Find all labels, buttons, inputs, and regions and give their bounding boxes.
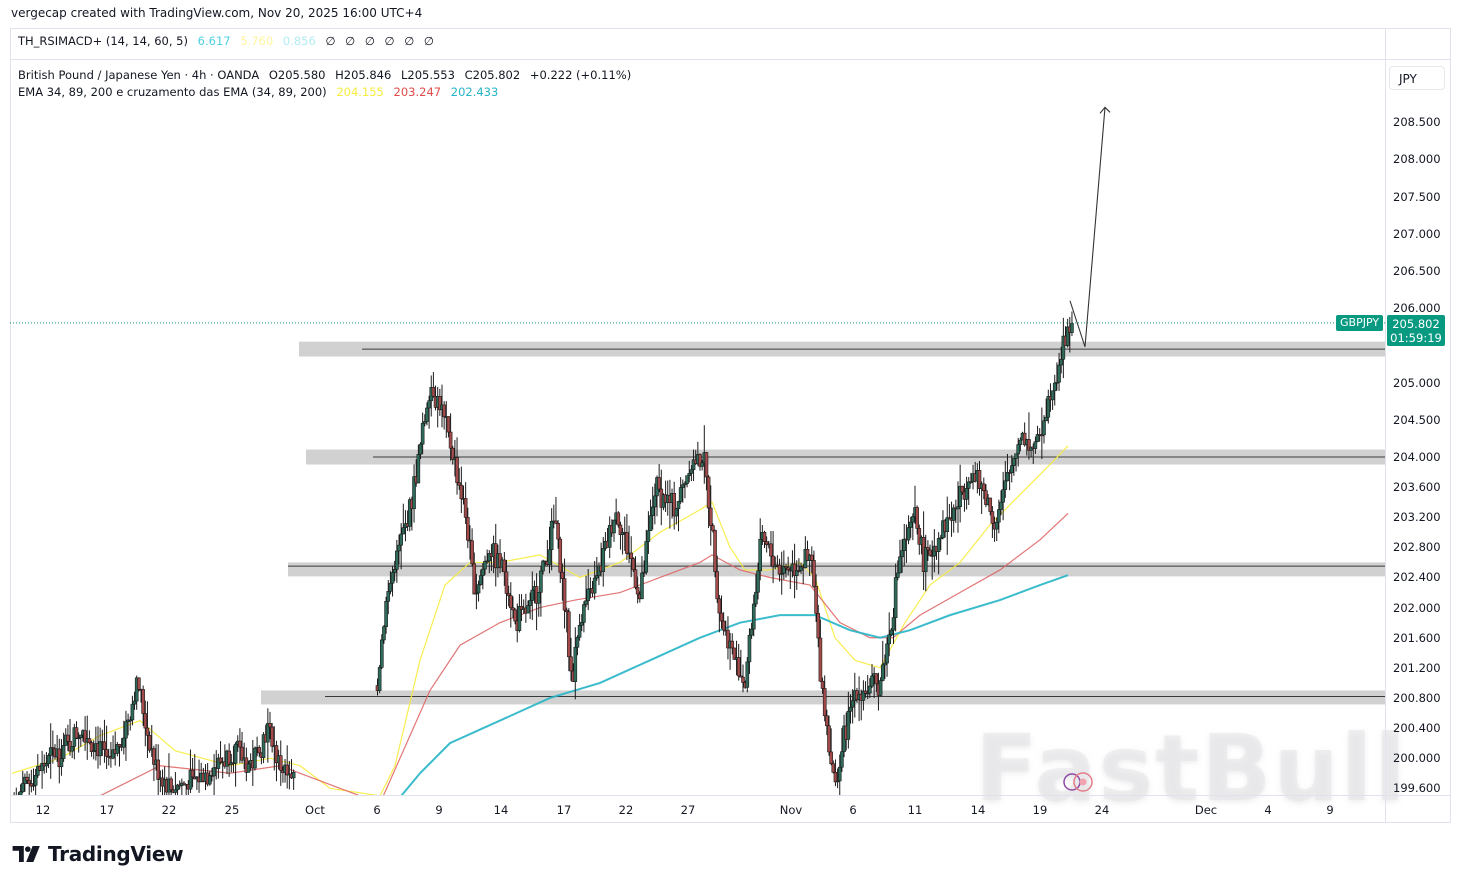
- price-tick: 202.400: [1393, 570, 1441, 585]
- indicator-pane-axis: [1385, 28, 1451, 60]
- last-price-label: 205.802 01:59:19: [1387, 315, 1445, 346]
- symbol-title: British Pound / Japanese Yen · 4h · OAND…: [18, 68, 260, 82]
- price-tick: 206.500: [1393, 264, 1441, 278]
- date-tick: 6: [849, 803, 857, 817]
- ohlc-high: H205.846: [335, 68, 392, 82]
- indicator-value-5: ∅: [345, 34, 356, 48]
- price-tick: 204.000: [1393, 450, 1441, 464]
- indicator-value-4: ∅: [325, 34, 336, 48]
- symbol-price-tag: GBPJPY: [1336, 315, 1384, 331]
- price-tick: 205.000: [1393, 375, 1441, 390]
- axis-corner: [1385, 795, 1451, 823]
- date-tick: 11: [907, 803, 923, 817]
- indicator-value-2: 5.760: [240, 34, 274, 48]
- sr-zone: [288, 562, 1385, 577]
- price-tick: 207.000: [1393, 226, 1441, 241]
- price-tick: 203.600: [1393, 480, 1441, 495]
- date-tick: 24: [1094, 803, 1110, 817]
- date-tick: 14: [493, 803, 509, 817]
- date-tick: 9: [1326, 803, 1334, 817]
- watermark-logo-icon: [1063, 772, 1093, 792]
- chart-credit: vergecap created with TradingView.com, N…: [11, 6, 423, 20]
- date-tick: 22: [618, 803, 634, 817]
- date-tick: Dec: [1194, 803, 1218, 817]
- price-tick: 203.200: [1393, 510, 1441, 525]
- indicator-value-9: ∅: [423, 34, 434, 48]
- price-tick: 200.800: [1393, 690, 1441, 705]
- ohlc-open: O205.580: [268, 68, 326, 82]
- price-chart-canvas[interactable]: [10, 60, 1385, 795]
- date-tick: Nov: [779, 803, 803, 817]
- price-tick: 200.000: [1393, 751, 1441, 766]
- price-tick: 202.000: [1393, 600, 1441, 615]
- price-tick: 204.500: [1393, 412, 1441, 427]
- indicator-legend: TH_RSIMACD+ (14, 14, 60, 5) 6.617 5.760 …: [18, 34, 440, 48]
- ema-34-value: 204.155: [336, 85, 384, 99]
- tradingview-logo[interactable]: TradingView: [12, 842, 184, 866]
- date-tick: 14: [970, 803, 986, 817]
- price-tick: 208.500: [1393, 115, 1441, 130]
- ema-200-value: 202.433: [450, 85, 499, 99]
- date-tick: 17: [99, 803, 115, 817]
- price-axis[interactable]: [1385, 60, 1451, 795]
- last-price-value: 205.802: [1392, 317, 1440, 331]
- price-tick: 207.500: [1393, 189, 1441, 204]
- indicator-value-3: 0.856: [282, 34, 316, 48]
- indicator-name: TH_RSIMACD+ (14, 14, 60, 5): [18, 34, 188, 48]
- date-tick: Oct: [305, 803, 325, 817]
- price-tick: 201.600: [1393, 630, 1441, 645]
- indicator-value-7: ∅: [384, 34, 395, 48]
- tradingview-logo-icon: [12, 846, 40, 862]
- indicator-value-6: ∅: [364, 34, 375, 48]
- ema-89-value: 203.247: [393, 85, 442, 99]
- date-tick: 9: [435, 803, 443, 817]
- brand-name: TradingView: [48, 842, 184, 866]
- indicator-pane[interactable]: TH_RSIMACD+ (14, 14, 60, 5) 6.617 5.760 …: [10, 28, 1385, 60]
- price-tick: 199.600: [1393, 781, 1441, 796]
- ema-name: EMA 34, 89, 200 e cruzamento das EMA (34…: [18, 85, 327, 99]
- chart-frame: [10, 28, 1451, 823]
- date-tick: 25: [224, 803, 240, 817]
- price-tick: 201.200: [1393, 660, 1441, 675]
- date-tick: 6: [373, 803, 381, 817]
- ohlc-low: L205.553: [400, 68, 455, 82]
- date-tick: 17: [556, 803, 572, 817]
- date-tick: 12: [35, 803, 51, 817]
- currency-button[interactable]: JPY: [1389, 66, 1445, 90]
- ema-legend: EMA 34, 89, 200 e cruzamento das EMA (34…: [18, 85, 504, 99]
- date-tick: 27: [680, 803, 696, 817]
- price-tick: 202.800: [1393, 540, 1441, 555]
- bar-countdown: 01:59:19: [1390, 331, 1442, 345]
- date-tick: 22: [161, 803, 177, 817]
- price-tick: 206.000: [1393, 301, 1441, 316]
- indicator-value-1: 6.617: [197, 34, 231, 48]
- price-tick: 200.400: [1393, 721, 1441, 736]
- ohlc-close: C205.802: [464, 68, 521, 82]
- time-axis[interactable]: [10, 795, 1385, 823]
- date-tick: 19: [1032, 803, 1048, 817]
- symbol-legend: British Pound / Japanese Yen · 4h · OAND…: [18, 68, 637, 82]
- price-tick: 208.000: [1393, 152, 1441, 167]
- ohlc-change: +0.222 (+0.11%): [529, 68, 632, 82]
- indicator-value-8: ∅: [404, 34, 415, 48]
- date-tick: 4: [1264, 803, 1272, 817]
